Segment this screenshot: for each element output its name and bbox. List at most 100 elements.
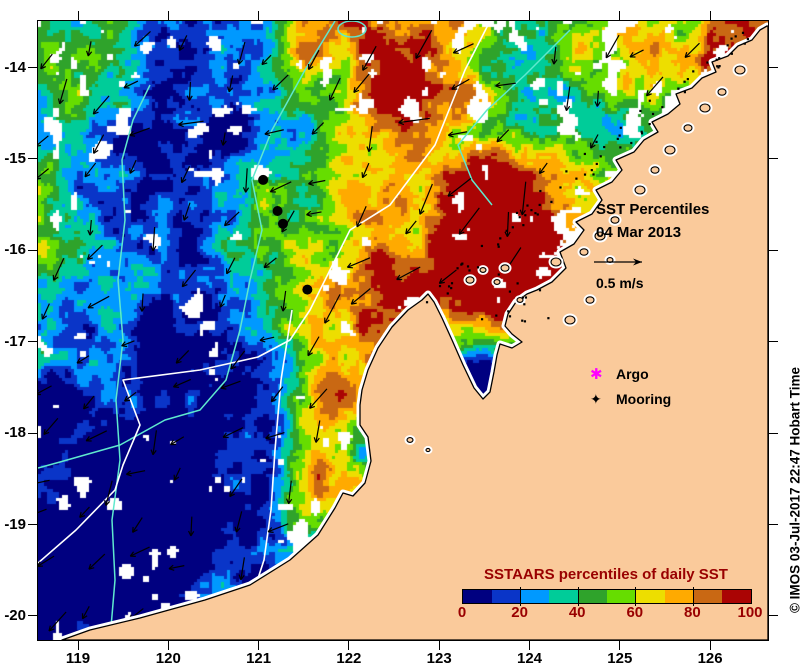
x-tick-top	[529, 11, 530, 21]
map-title-date: 04 Mar 2013	[596, 224, 682, 241]
island-speckle	[538, 289, 542, 292]
velocity-vector-arrow	[220, 132, 227, 146]
island-speckle	[599, 155, 602, 158]
map-area: SST Percentiles 04 Mar 2013 0.5 m/s ✱ Arg…	[37, 20, 769, 641]
island-speckle	[630, 141, 633, 145]
velocity-vector-arrow	[230, 350, 246, 370]
colorbar-segment-3	[549, 590, 579, 603]
velocity-vector-arrow	[88, 553, 106, 570]
velocity-vector-arrow	[605, 34, 620, 59]
velocity-vector-arrow	[223, 211, 240, 227]
velocity-vector-arrow	[267, 523, 289, 533]
velocity-vector-arrow	[222, 427, 244, 439]
colorbar-tick	[520, 587, 522, 606]
velocity-vector-arrow	[238, 557, 245, 581]
island	[664, 145, 676, 155]
velocity-vector-arrow	[396, 266, 421, 281]
map-overlay	[38, 21, 768, 640]
island-speckle	[726, 44, 729, 47]
velocity-vector-arrow	[81, 606, 90, 620]
island-speckle	[497, 273, 500, 276]
x-tick	[77, 640, 79, 650]
velocity-vector-arrow	[181, 269, 197, 288]
x-tick	[167, 640, 169, 650]
island-speckle	[692, 70, 695, 73]
island-speckle	[651, 112, 655, 116]
legend-mooring-label: Mooring	[616, 391, 672, 407]
velocity-vector-arrow	[225, 257, 236, 275]
x-tick	[529, 640, 530, 650]
island-speckle	[497, 243, 500, 246]
velocity-vector-arrow	[361, 162, 370, 179]
velocity-vector-arrow	[366, 126, 373, 153]
velocity-vector-arrow	[86, 41, 93, 57]
y-tick-label--16: -16	[4, 241, 26, 259]
velocity-vector-arrow	[43, 417, 59, 436]
mooring-marker	[302, 284, 313, 295]
island	[406, 437, 414, 443]
island	[585, 296, 595, 304]
velocity-vector-arrow	[324, 294, 341, 324]
island	[493, 279, 501, 285]
island-speckle	[497, 245, 500, 248]
island-speckle	[718, 65, 721, 68]
colorbar-segment-6	[635, 590, 665, 603]
velocity-vector-arrow	[57, 78, 68, 105]
y-tick-right	[768, 249, 778, 251]
island-speckle	[603, 145, 606, 149]
velocity-vector-arrow	[82, 395, 95, 410]
island-speckle	[616, 137, 619, 140]
island-speckle	[468, 269, 471, 272]
colorbar-segment-0	[463, 590, 492, 603]
colorbar-segment-9	[722, 590, 751, 603]
island	[650, 166, 660, 174]
island-speckle	[717, 66, 720, 69]
velocity-vector-arrow	[188, 516, 195, 537]
island-speckle	[547, 317, 550, 320]
velocity-vector-arrow	[519, 181, 527, 216]
x-tick	[348, 640, 350, 650]
island-speckle	[715, 58, 718, 61]
island-speckle	[539, 189, 542, 193]
island	[579, 248, 589, 256]
island-speckle	[508, 315, 512, 318]
x-tick-top	[348, 11, 350, 21]
island	[717, 88, 727, 96]
island-speckle	[521, 319, 524, 322]
island-speckle	[734, 35, 737, 38]
velocity-vector-arrow	[182, 202, 191, 221]
y-tick-label--15: -15	[4, 149, 26, 167]
velocity-vector-arrow	[452, 43, 474, 54]
velocity-vector-arrow	[504, 211, 511, 237]
island-speckle	[619, 126, 622, 129]
velocity-vector-arrow	[178, 120, 204, 128]
island-speckle	[592, 173, 595, 176]
velocity-vector-arrow	[645, 76, 664, 97]
island-speckle	[446, 292, 449, 295]
island-speckle	[677, 87, 680, 90]
colorbar-segment-2	[520, 590, 550, 603]
x-tick-top	[438, 11, 440, 21]
island-speckle	[456, 267, 459, 270]
velocity-vector-arrow	[86, 244, 103, 260]
velocity-vector-arrow	[306, 210, 322, 217]
mooring-marker-icon: ✦	[590, 391, 602, 407]
y-tick-right	[768, 341, 778, 343]
y-tick-right	[768, 158, 778, 160]
velocity-vector-arrow	[307, 49, 320, 71]
island-speckle	[518, 216, 521, 219]
velocity-vector-arrow	[79, 506, 90, 518]
velocity-vector-arrow	[242, 168, 250, 193]
y-tick-label--20: -20	[4, 606, 26, 624]
colorbar-tick	[577, 587, 579, 606]
mooring-marker	[277, 218, 288, 229]
island	[425, 447, 431, 453]
y-tick	[28, 432, 38, 434]
x-tick-label-123: 123	[426, 650, 452, 667]
velocity-vector-arrow	[629, 49, 644, 58]
island-speckle	[447, 285, 451, 288]
velocity-vector-arrow	[263, 257, 277, 269]
island	[564, 315, 576, 325]
velocity-vector-arrow	[261, 54, 272, 66]
island-speckle	[559, 186, 562, 189]
